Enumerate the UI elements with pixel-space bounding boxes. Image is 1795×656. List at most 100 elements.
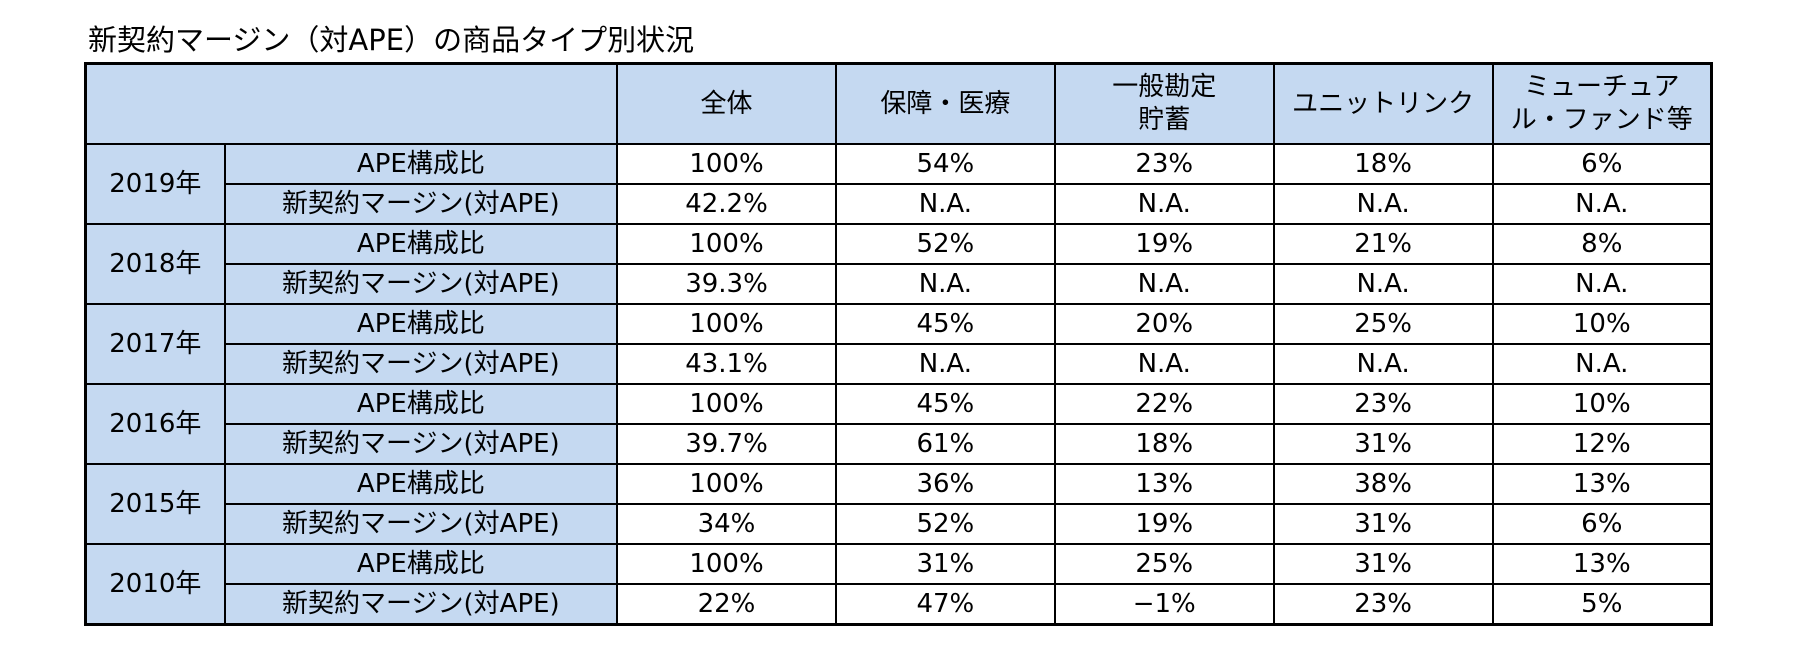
value-cell: 45%	[834, 383, 1056, 425]
column-header-0: 全体	[616, 62, 837, 145]
value-cell: N.A.	[1491, 263, 1713, 305]
value-cell: 5%	[1491, 583, 1713, 626]
column-header-line: 一般勘定	[1112, 72, 1217, 102]
metric-label-cell: APE構成比	[223, 543, 619, 585]
value-cell: −1%	[1053, 583, 1275, 626]
value-cell: 10%	[1491, 303, 1713, 345]
metric-label-cell: APE構成比	[223, 463, 619, 505]
column-header-line: 貯蓄	[1138, 105, 1191, 135]
value-cell: 100%	[616, 543, 837, 585]
table-row: 新契約マージン(対APE) 22% 47% −1% 23% 5%	[86, 583, 1713, 626]
value-cell: 31%	[1272, 543, 1494, 585]
data-table: 全体 保障・医療 一般勘定 貯蓄 ユニットリンク ミューチュア ル・ファンド等 2019年 A…	[84, 62, 1713, 626]
value-cell: 23%	[1272, 583, 1494, 626]
table-row: 2015年 APE構成比 100% 36% 13% 38% 13%	[84, 463, 1713, 545]
value-cell: 43.1%	[616, 343, 837, 385]
table-row: 2019年 APE構成比 100% 54% 23% 18% 6%	[84, 143, 1713, 225]
value-cell: 12%	[1491, 423, 1713, 465]
column-header-4: ミューチュア ル・ファンド等	[1491, 62, 1713, 145]
value-cell: 13%	[1053, 463, 1275, 505]
value-cell: 19%	[1053, 503, 1275, 545]
value-cell: 10%	[1491, 383, 1713, 425]
value-cell: 6%	[1491, 143, 1713, 185]
table-row: 新契約マージン(対APE) 43.1% N.A. N.A. N.A. N.A.	[86, 343, 1713, 385]
year-cell: 2019年	[84, 143, 226, 225]
value-cell: N.A.	[1272, 263, 1494, 305]
value-cell: 42.2%	[616, 183, 837, 225]
value-cell: 100%	[616, 223, 837, 265]
column-header-3: ユニットリンク	[1272, 62, 1494, 145]
value-cell: 52%	[834, 503, 1056, 545]
table-row: 2017年 APE構成比 100% 45% 20% 25% 10%	[84, 303, 1713, 385]
metric-label-cell: APE構成比	[223, 143, 619, 185]
value-cell: N.A.	[834, 263, 1056, 305]
value-cell: N.A.	[1491, 343, 1713, 385]
year-cell: 2018年	[84, 223, 226, 305]
table-row: 2010年 APE構成比 100% 31% 25% 31% 13%	[84, 543, 1713, 626]
value-cell: 13%	[1491, 463, 1713, 505]
value-cell: 8%	[1491, 223, 1713, 265]
value-cell: 61%	[834, 423, 1056, 465]
value-cell: N.A.	[834, 343, 1056, 385]
value-cell: 36%	[834, 463, 1056, 505]
metric-label-cell: 新契約マージン(対APE)	[223, 423, 619, 465]
value-cell: 45%	[834, 303, 1056, 345]
value-cell: 23%	[1053, 143, 1275, 185]
header-row: 全体 保障・医療 一般勘定 貯蓄 ユニットリンク ミューチュア ル・ファンド等	[84, 62, 1713, 145]
column-header-line: ユニットリンク	[1292, 88, 1475, 119]
column-header-line: 全体	[700, 88, 753, 119]
value-cell: 21%	[1272, 223, 1494, 265]
table-row: 2018年 APE構成比 100% 52% 19% 21% 8%	[84, 223, 1713, 305]
value-cell: 100%	[616, 303, 837, 345]
value-cell: 20%	[1053, 303, 1275, 345]
value-cell: 38%	[1272, 463, 1494, 505]
year-cell: 2017年	[84, 303, 226, 385]
table-row: 新契約マージン(対APE) 39.7% 61% 18% 31% 12%	[86, 423, 1713, 465]
value-cell: 18%	[1272, 143, 1494, 185]
column-header-line: ミューチュア	[1524, 72, 1680, 102]
table-row: 新契約マージン(対APE) 42.2% N.A. N.A. N.A. N.A.	[86, 183, 1713, 225]
value-cell: 100%	[616, 463, 837, 505]
value-cell: 18%	[1053, 423, 1275, 465]
value-cell: N.A.	[1491, 183, 1713, 225]
value-cell: 31%	[1272, 503, 1494, 545]
value-cell: N.A.	[1053, 343, 1275, 385]
value-cell: N.A.	[834, 183, 1056, 225]
value-cell: 31%	[834, 543, 1056, 585]
value-cell: 6%	[1491, 503, 1713, 545]
table-row: 新契約マージン(対APE) 34% 52% 19% 31% 6%	[86, 503, 1713, 545]
metric-label-cell: APE構成比	[223, 223, 619, 265]
metric-label-cell: 新契約マージン(対APE)	[223, 343, 619, 385]
value-cell: 31%	[1272, 423, 1494, 465]
value-cell: 52%	[834, 223, 1056, 265]
table-caption: 新契約マージン（対APE）の商品タイプ別状況	[88, 23, 695, 57]
metric-label-cell: APE構成比	[223, 303, 619, 345]
column-header-line: 保障・医療	[880, 88, 1011, 119]
table-row: 新契約マージン(対APE) 39.3% N.A. N.A. N.A. N.A.	[86, 263, 1713, 305]
value-cell: N.A.	[1272, 183, 1494, 225]
column-header-2: 一般勘定 貯蓄	[1053, 62, 1275, 145]
year-cell: 2016年	[84, 383, 226, 465]
value-cell: 39.3%	[616, 263, 837, 305]
value-cell: 23%	[1272, 383, 1494, 425]
corner-header-cell	[84, 62, 619, 145]
table-row: 2016年 APE構成比 100% 45% 22% 23% 10%	[84, 383, 1713, 465]
value-cell: 22%	[616, 583, 837, 626]
metric-label-cell: 新契約マージン(対APE)	[223, 183, 619, 225]
metric-label-cell: APE構成比	[223, 383, 619, 425]
value-cell: 100%	[616, 143, 837, 185]
metric-label-cell: 新契約マージン(対APE)	[223, 583, 619, 626]
value-cell: 25%	[1272, 303, 1494, 345]
column-header-1: 保障・医療	[834, 62, 1056, 145]
table-body: 2019年 APE構成比 100% 54% 23% 18% 6% 新契約マージン(対APE) 4…	[84, 143, 1713, 626]
value-cell: 100%	[616, 383, 837, 425]
value-cell: 39.7%	[616, 423, 837, 465]
value-cell: 47%	[834, 583, 1056, 626]
value-cell: 25%	[1053, 543, 1275, 585]
value-cell: N.A.	[1272, 343, 1494, 385]
value-cell: 19%	[1053, 223, 1275, 265]
metric-label-cell: 新契約マージン(対APE)	[223, 263, 619, 305]
value-cell: 54%	[834, 143, 1056, 185]
value-cell: N.A.	[1053, 183, 1275, 225]
metric-label-cell: 新契約マージン(対APE)	[223, 503, 619, 545]
